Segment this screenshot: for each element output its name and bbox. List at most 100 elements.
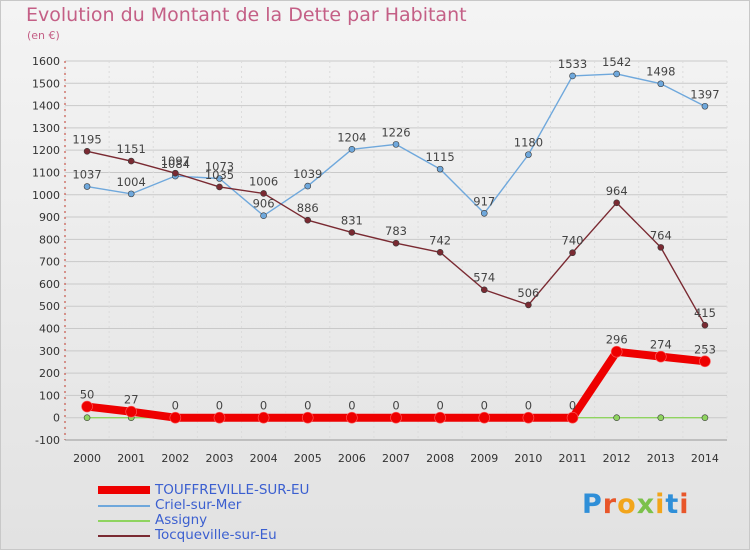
data-label: 50 bbox=[80, 388, 95, 402]
data-point bbox=[525, 301, 532, 309]
data-label: 1006 bbox=[249, 174, 278, 188]
data-point bbox=[701, 102, 709, 110]
data-point bbox=[654, 350, 667, 363]
data-label: 1004 bbox=[117, 175, 146, 189]
data-label: 1115 bbox=[425, 150, 454, 164]
y-tick-label: 900 bbox=[39, 211, 60, 224]
legend-label-criel: Criel-sur-Mer bbox=[155, 497, 242, 513]
x-tick-label: 2005 bbox=[294, 452, 322, 465]
data-label: 1151 bbox=[117, 142, 146, 156]
data-point bbox=[125, 405, 137, 418]
chart-title: Evolution du Montant de la Dette par Hab… bbox=[26, 4, 467, 26]
legend-item-tocqueville: Tocqueville-sur-Eu bbox=[98, 527, 358, 543]
data-label: 917 bbox=[473, 194, 495, 208]
data-point bbox=[613, 70, 620, 78]
data-point bbox=[392, 239, 400, 247]
data-point bbox=[480, 209, 488, 217]
y-axis-unit: (en €) bbox=[27, 29, 60, 42]
data-label: 574 bbox=[473, 271, 495, 285]
data-point bbox=[260, 190, 267, 197]
legend-label-assigny: Assigny bbox=[155, 512, 208, 528]
data-label: 1542 bbox=[602, 55, 631, 69]
data-label: 0 bbox=[172, 399, 179, 413]
data-point bbox=[257, 411, 270, 424]
y-tick-label: 600 bbox=[39, 278, 60, 291]
data-label: 964 bbox=[606, 184, 628, 198]
data-point bbox=[657, 80, 665, 88]
data-point bbox=[525, 151, 532, 158]
data-label: 886 bbox=[297, 201, 319, 215]
logo-letter: r bbox=[602, 489, 618, 520]
y-tick-label: 1200 bbox=[32, 144, 60, 157]
data-label: 1533 bbox=[558, 57, 587, 71]
data-point bbox=[81, 400, 93, 413]
data-point bbox=[172, 169, 179, 177]
data-label: 0 bbox=[481, 399, 488, 413]
y-tick-label: 500 bbox=[39, 300, 60, 313]
data-label: 0 bbox=[304, 399, 311, 413]
series-line bbox=[86, 150, 706, 326]
y-tick-label: 1400 bbox=[32, 100, 60, 113]
legend-label-tocqueville: Tocqueville-sur-Eu bbox=[155, 527, 277, 543]
data-label: 1498 bbox=[646, 65, 675, 79]
x-tick-label: 2014 bbox=[691, 452, 719, 465]
data-point bbox=[216, 183, 223, 191]
x-tick-label: 2008 bbox=[426, 452, 454, 465]
logo-letter: P bbox=[582, 489, 603, 520]
data-point bbox=[127, 157, 135, 165]
data-point bbox=[613, 414, 620, 422]
data-point bbox=[657, 414, 665, 422]
data-label: 783 bbox=[385, 224, 407, 238]
data-point bbox=[260, 212, 267, 220]
data-label: 0 bbox=[392, 399, 399, 413]
data-point bbox=[701, 321, 709, 329]
data-label: 253 bbox=[694, 342, 716, 356]
data-label: 27 bbox=[124, 393, 139, 407]
data-point bbox=[699, 355, 711, 368]
x-tick-label: 2001 bbox=[117, 452, 145, 465]
data-point bbox=[304, 182, 312, 190]
logo-letter: i bbox=[655, 489, 666, 520]
data-label: 1039 bbox=[293, 167, 322, 181]
data-point bbox=[436, 248, 444, 256]
data-label: 0 bbox=[436, 399, 443, 413]
x-tick-label: 2009 bbox=[470, 452, 498, 465]
data-point bbox=[613, 199, 620, 207]
data-point bbox=[478, 411, 491, 424]
legend-item-assigny: Assigny bbox=[98, 512, 358, 528]
data-point bbox=[304, 216, 312, 224]
data-label: 415 bbox=[694, 306, 716, 320]
data-label: 906 bbox=[253, 197, 275, 211]
data-label: 742 bbox=[429, 233, 451, 247]
data-label: 764 bbox=[650, 228, 672, 242]
logo-letter: o bbox=[617, 489, 637, 520]
data-point bbox=[83, 147, 91, 155]
legend-swatch-assigny bbox=[98, 520, 150, 522]
legend-swatch-tocqueville bbox=[98, 535, 150, 537]
data-point bbox=[480, 286, 488, 294]
legend-label-touffreville: TOUFFREVILLE-SUR-EU bbox=[155, 482, 310, 498]
y-tick-label: 400 bbox=[39, 323, 60, 336]
x-tick-label: 2010 bbox=[514, 452, 542, 465]
x-tick-label: 2007 bbox=[382, 452, 410, 465]
y-tick-label: -100 bbox=[35, 434, 60, 447]
y-tick-label: 1100 bbox=[32, 166, 60, 179]
data-point bbox=[169, 411, 182, 424]
proxiti-logo: Proxiti bbox=[582, 489, 690, 520]
x-tick-label: 2004 bbox=[250, 452, 278, 465]
y-tick-label: 1000 bbox=[32, 189, 60, 202]
data-point bbox=[566, 411, 579, 424]
y-tick-label: 200 bbox=[39, 367, 60, 380]
data-label: 1226 bbox=[381, 125, 410, 139]
y-tick-label: 1300 bbox=[32, 122, 60, 135]
data-label: 1397 bbox=[690, 87, 719, 101]
legend-swatch-criel bbox=[98, 505, 150, 507]
data-point bbox=[213, 411, 226, 424]
data-label: 506 bbox=[517, 286, 539, 300]
logo-letter: i bbox=[679, 489, 690, 520]
data-label: 1180 bbox=[514, 136, 543, 150]
data-point bbox=[83, 183, 91, 190]
data-label: 740 bbox=[562, 234, 584, 248]
